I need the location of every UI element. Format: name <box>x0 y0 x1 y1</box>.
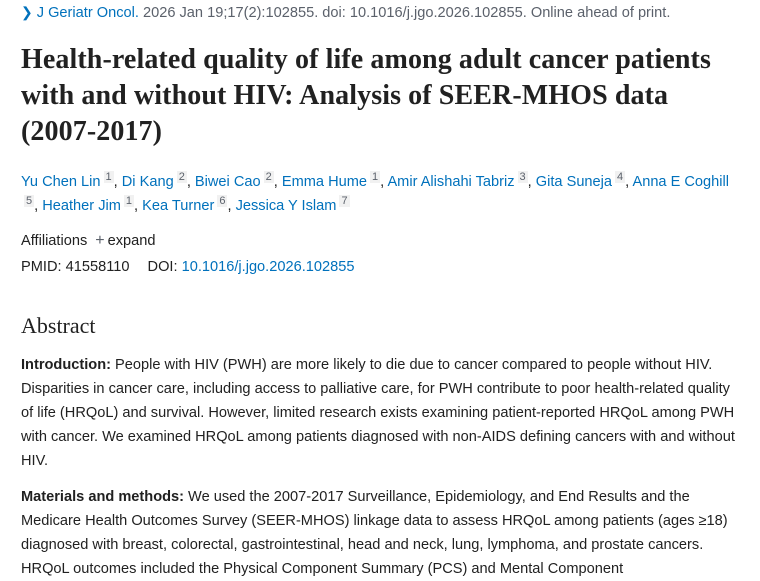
affiliation-number[interactable]: 6 <box>217 195 228 207</box>
author-link[interactable]: Amir Alishahi Tabriz <box>387 174 515 190</box>
affiliations-toggle[interactable]: Affiliations + expand <box>21 232 155 250</box>
author-link[interactable]: Gita Suneja <box>535 174 613 190</box>
affiliation-number[interactable]: 1 <box>103 171 114 183</box>
pmid-label: PMID: <box>21 259 62 275</box>
plus-icon[interactable]: + <box>95 232 105 249</box>
citation-details: 2026 Jan 19;17(2):102855. doi: 10.1016/j… <box>138 5 671 21</box>
abstract-introduction: Introduction: People with HIV (PWH) are … <box>21 353 743 473</box>
section-text: People with HIV (PWH) are more likely to… <box>21 357 735 469</box>
affiliations-label: Affiliations <box>21 233 88 249</box>
author-link[interactable]: Yu Chen Lin <box>21 174 101 190</box>
doi-link[interactable]: 10.1016/j.jgo.2026.102855 <box>181 259 355 275</box>
affiliation-number[interactable]: 1 <box>370 171 381 183</box>
abstract-heading: Abstract <box>21 313 96 338</box>
author-link[interactable]: Jessica Y Islam <box>235 198 337 214</box>
author-link[interactable]: Kea Turner <box>142 198 215 214</box>
author-link[interactable]: Di Kang <box>121 174 174 190</box>
expand-link[interactable]: expand <box>107 233 156 249</box>
affiliation-number[interactable]: 5 <box>24 195 35 207</box>
doi-label: DOI: <box>147 259 178 275</box>
article-title: Health-related quality of life among adu… <box>21 44 711 147</box>
author-list: Yu Chen Lin 1, Di Kang 2, Biwei Cao 2, Emma… <box>21 171 730 214</box>
author-link[interactable]: Biwei Cao <box>194 174 261 190</box>
chevron-right-icon[interactable]: ❯ <box>21 4 33 20</box>
citation-line: ❯ J Geriatr Oncol. 2026 Jan 19;17(2):1028… <box>21 4 670 21</box>
affiliation-number[interactable]: 4 <box>615 171 626 183</box>
affiliation-number[interactable]: 2 <box>176 171 187 183</box>
affiliation-number[interactable]: 2 <box>263 171 274 183</box>
section-label: Materials and methods: <box>21 489 184 505</box>
author-link[interactable]: Heather Jim <box>42 198 121 214</box>
abstract-methods: Materials and methods: We used the 2007-… <box>21 485 743 581</box>
section-label: Introduction: <box>21 357 111 373</box>
affiliation-number[interactable]: 1 <box>123 195 135 207</box>
pmid-value: 41558110 <box>65 259 130 275</box>
identifiers: PMID: 41558110 DOI: 10.1016/j.jgo.2026.1… <box>21 259 354 275</box>
journal-link[interactable]: J Geriatr Oncol. <box>36 5 139 21</box>
affiliation-number[interactable]: 7 <box>339 195 350 207</box>
author-link[interactable]: Emma Hume <box>281 174 368 190</box>
author-link[interactable]: Anna E Coghill <box>632 174 730 190</box>
affiliation-number[interactable]: 3 <box>517 171 528 183</box>
